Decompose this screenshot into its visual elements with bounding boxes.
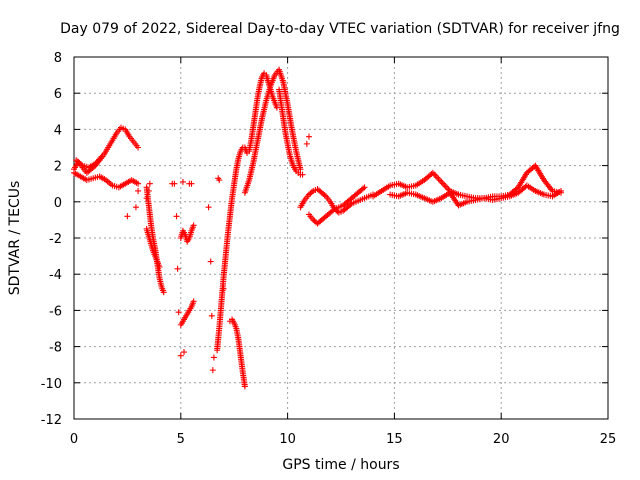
data-point-marker	[361, 184, 368, 191]
y-tick-label: 0	[54, 196, 62, 211]
data-point-marker	[98, 153, 105, 160]
data-point-marker	[241, 383, 248, 390]
data-point-marker	[434, 174, 441, 181]
data-point-marker	[135, 187, 142, 194]
x-tick-label: 0	[70, 432, 78, 447]
y-tick-label: -10	[41, 377, 62, 392]
data-point-marker	[308, 189, 315, 196]
data-point-marker	[96, 156, 103, 163]
data-point-marker	[444, 184, 451, 191]
data-point-marker	[156, 263, 163, 270]
y-tick-label: -2	[49, 232, 62, 247]
data-point-marker	[435, 175, 442, 182]
x-tick-label: 20	[493, 432, 510, 447]
data-point-marker	[143, 195, 150, 202]
x-tick-label: 10	[279, 432, 296, 447]
data-point-marker	[97, 154, 104, 161]
data-point-marker	[190, 298, 197, 305]
data-point-marker	[299, 171, 306, 178]
data-point-marker	[146, 180, 153, 187]
data-point-marker	[442, 183, 449, 190]
data-point-marker	[303, 140, 310, 147]
chart-title: Day 079 of 2022, Sidereal Day-to-day VTE…	[60, 21, 620, 37]
y-tick-label: 6	[54, 87, 62, 102]
data-point-marker	[208, 312, 215, 319]
y-tick-label: 8	[54, 51, 62, 66]
data-point-marker	[441, 181, 448, 188]
data-point-marker	[94, 157, 101, 164]
data-point-marker	[160, 289, 167, 296]
y-tick-label: -4	[49, 268, 62, 283]
data-point-marker	[135, 144, 142, 151]
data-point-marker	[321, 192, 328, 199]
data-point-marker	[181, 349, 188, 356]
data-point-marker	[297, 166, 304, 173]
data-point-marker	[210, 354, 217, 361]
data-point-marker	[175, 309, 182, 316]
data-point-marker	[145, 187, 152, 194]
data-point-marker	[209, 367, 216, 374]
x-tick-label: 5	[177, 432, 185, 447]
data-point-marker	[92, 160, 99, 167]
data-point-marker	[558, 187, 565, 194]
data-point-marker	[305, 133, 312, 140]
data-point-marker	[347, 201, 354, 208]
x-tick-label: 25	[600, 432, 617, 447]
data-point-marker	[132, 204, 139, 211]
data-point-marker	[438, 178, 445, 185]
grid-lines	[74, 57, 608, 419]
data-point-marker	[174, 265, 181, 272]
data-point-marker	[135, 180, 142, 187]
y-tick-label: 4	[54, 123, 62, 138]
data-point-marker	[220, 285, 227, 292]
data-point-marker	[207, 258, 214, 265]
data-point-marker	[436, 177, 443, 184]
data-point-marker	[205, 204, 212, 211]
data-point-marker	[124, 213, 131, 220]
data-point-marker	[360, 185, 367, 192]
axis-ticks: 0 5 10 15 20 25 -12 -10 -8 -6 -4 -2 0 2 4 6 8	[41, 51, 617, 447]
data-point-marker	[179, 178, 186, 185]
data-point-marker	[216, 177, 223, 184]
data-point-marker	[330, 207, 337, 214]
data-point-marker	[188, 180, 195, 187]
data-point-marker	[93, 159, 100, 166]
data-point-marker	[431, 171, 438, 178]
y-tick-label: -12	[41, 413, 62, 428]
x-axis-label: GPS time / hours	[282, 457, 399, 473]
data-point-marker	[173, 213, 180, 220]
data-point-marker	[190, 222, 197, 229]
data-point-marker	[439, 180, 446, 187]
data-point-marker	[177, 352, 184, 359]
y-tick-label: -6	[49, 304, 62, 319]
y-tick-label: 2	[54, 160, 62, 175]
y-axis-label: SDTVAR / TECUs	[7, 181, 23, 296]
data-point-marker	[171, 180, 178, 187]
x-tick-label: 15	[386, 432, 403, 447]
y-tick-label: -8	[49, 341, 62, 356]
data-points	[71, 66, 565, 390]
